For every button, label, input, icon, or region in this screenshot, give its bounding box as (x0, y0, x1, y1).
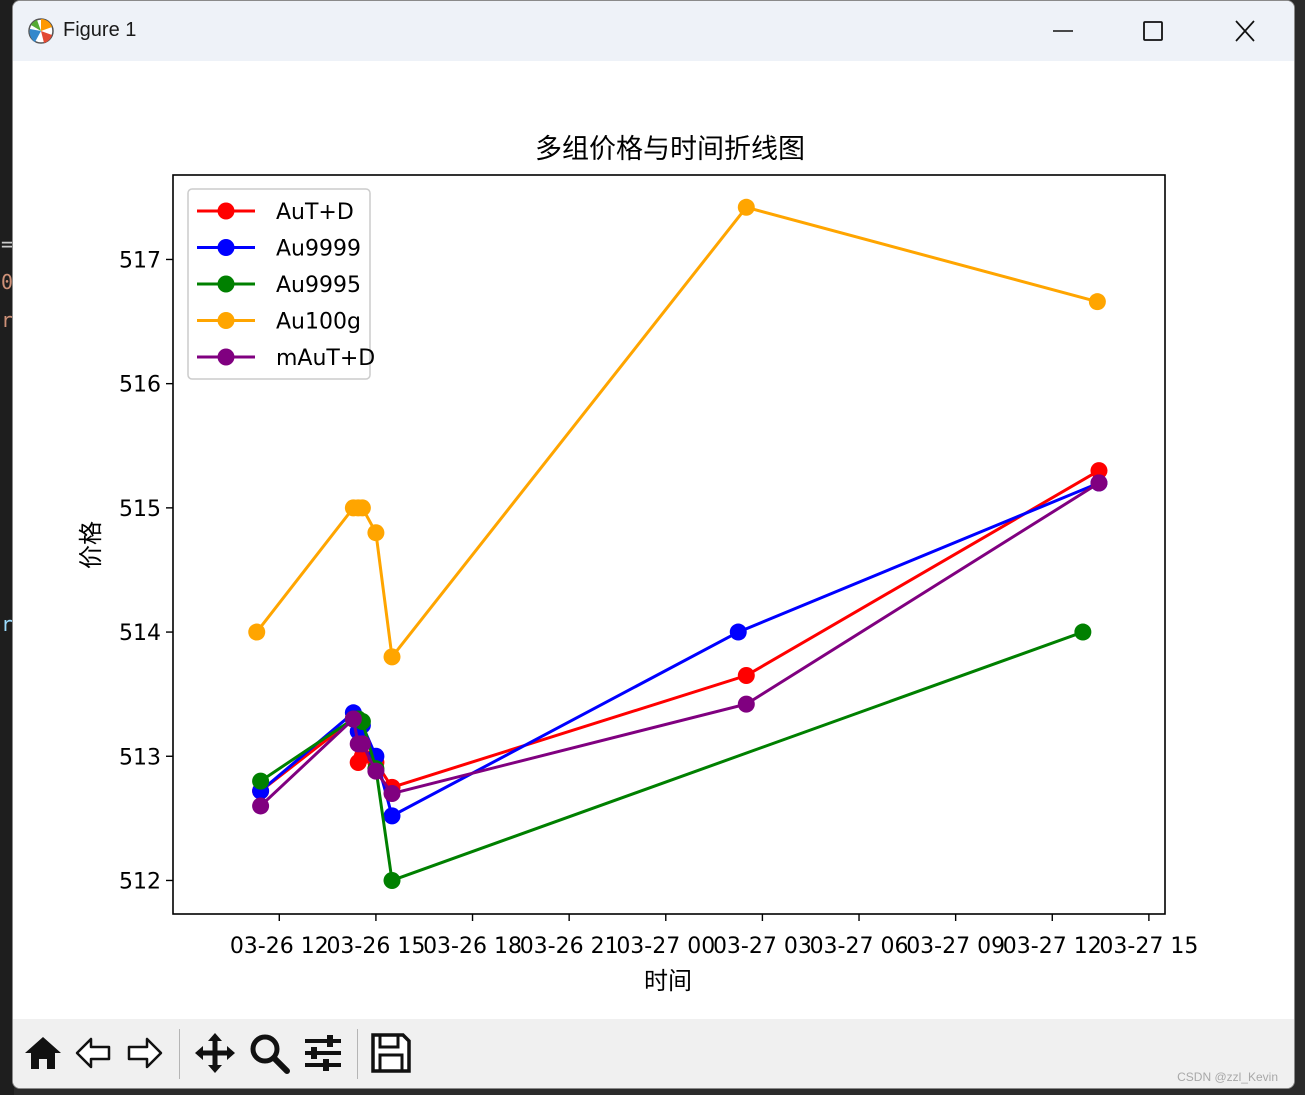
toolbar-separator (179, 1029, 180, 1079)
series-group (248, 198, 1108, 889)
data-point (729, 623, 747, 641)
data-point (383, 871, 401, 889)
figure-canvas: 多组价格与时间折线图 03-26 12 03-26 15 03-26 18 03-26… (13, 61, 1294, 1019)
series-line (255, 205, 1098, 661)
data-point (353, 735, 371, 753)
legend-label: Au9999 (276, 237, 361, 262)
legend-marker (217, 202, 235, 220)
axes-frame (172, 174, 1166, 915)
magnifier-icon[interactable] (247, 1031, 291, 1075)
data-point (252, 797, 270, 815)
y-tick-label: 515 (119, 497, 161, 522)
legend-item: Au100g (197, 310, 361, 335)
legend-marker (217, 348, 235, 366)
series-aut-d (252, 462, 1108, 800)
y-tick-label: 513 (119, 745, 161, 770)
x-tick-label: 03-27 15 (1099, 934, 1198, 959)
title-bar: Figure 1 (13, 1, 1294, 61)
series-maut-d (252, 474, 1108, 815)
data-point (367, 762, 385, 780)
home-icon[interactable] (21, 1031, 65, 1075)
data-point (1090, 474, 1108, 492)
toolbar-separator (357, 1029, 358, 1079)
y-tick-label: 512 (119, 869, 161, 894)
forward-arrow-icon[interactable] (123, 1031, 167, 1075)
sliders-icon[interactable] (301, 1031, 345, 1075)
x-tick-label: 03-27 03 (713, 934, 812, 959)
move-icon[interactable] (193, 1031, 237, 1075)
legend-label: Au9995 (276, 273, 361, 298)
x-tick-label: 03-27 06 (810, 934, 909, 959)
figure-window: Figure 1 多组价格与时间折线图 03-26 12 03-26 15 03-2… (12, 0, 1295, 1089)
y-tick-label: 516 (119, 373, 161, 398)
x-tick-label: 03-27 12 (1003, 934, 1102, 959)
legend-marker (217, 312, 235, 329)
data-point (383, 648, 401, 666)
x-tick-label: 03-26 21 (520, 934, 619, 959)
chart-title: 多组价格与时间折线图 (535, 134, 805, 165)
data-point (367, 524, 385, 542)
legend-item: AuT+D (197, 200, 354, 225)
y-axis-ticks: 512 513 514 515 516 517 (119, 248, 173, 894)
matplotlib-icon (28, 18, 54, 44)
legend-label: mAuT+D (276, 346, 375, 371)
data-point (1074, 623, 1092, 641)
legend-label: Au100g (276, 310, 361, 335)
navigation-toolbar: CSDN @zzl_Kevin (13, 1019, 1294, 1088)
data-point (737, 667, 755, 685)
legend-item: mAuT+D (197, 346, 375, 371)
x-tick-label: 03-26 12 (230, 934, 329, 959)
data-point (248, 623, 266, 641)
data-point (383, 807, 401, 825)
legend-item: Au9999 (197, 237, 361, 262)
minimize-icon[interactable] (1043, 13, 1083, 49)
legend-label: AuT+D (276, 200, 354, 225)
data-point (252, 772, 270, 790)
series-au100g (248, 198, 1106, 666)
data-point (353, 499, 371, 517)
legend-marker (217, 275, 235, 293)
series-line (259, 481, 1100, 819)
x-tick-label: 03-26 18 (423, 934, 522, 959)
data-point (1088, 293, 1106, 311)
legend-item: Au9995 (197, 273, 361, 298)
series-line (259, 481, 1100, 808)
x-tick-label: 03-26 15 (326, 934, 425, 959)
watermark: CSDN @zzl_Kevin (1177, 1070, 1278, 1084)
data-point (344, 710, 362, 728)
data-point (737, 198, 755, 216)
background-editor-strip: = 0 r r (0, 0, 14, 1095)
x-tick-label: 03-27 09 (906, 934, 1005, 959)
close-icon[interactable] (1225, 13, 1265, 49)
window-title: Figure 1 (63, 19, 137, 41)
x-axis-label: 时间 (644, 967, 692, 995)
data-point (737, 695, 755, 713)
y-tick-label: 517 (119, 248, 161, 273)
legend-box (187, 188, 371, 380)
back-arrow-icon[interactable] (71, 1031, 115, 1075)
floppy-disk-icon[interactable] (369, 1031, 413, 1075)
y-tick-label: 514 (119, 621, 161, 646)
x-tick-label: 03-27 00 (616, 934, 715, 959)
legend-marker (217, 239, 235, 256)
legend: AuT+D Au9999 Au9995 Au100g mAuT+D (187, 188, 375, 380)
maximize-icon[interactable] (1133, 13, 1173, 49)
series-line (259, 469, 1100, 793)
y-axis-label: 价格 (77, 521, 105, 569)
data-point (383, 785, 401, 803)
data-point (1090, 462, 1108, 480)
